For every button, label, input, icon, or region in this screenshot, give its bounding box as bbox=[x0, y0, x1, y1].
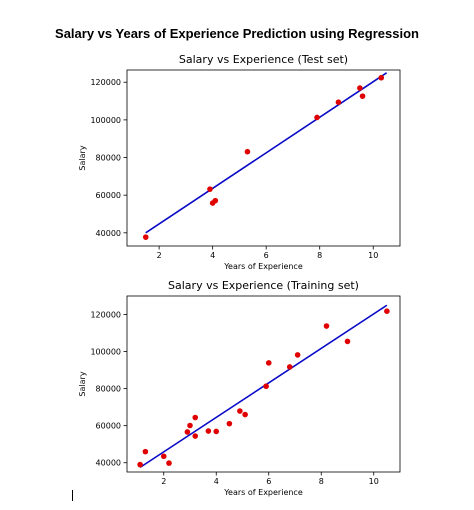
training-y-tick-label: 120000 bbox=[90, 311, 121, 320]
training-x-tick-label: 6 bbox=[266, 477, 271, 486]
training-x-tick-label: 4 bbox=[214, 477, 219, 486]
training-plot-frame bbox=[126, 295, 401, 473]
test-data-point bbox=[244, 148, 251, 155]
training-data-point bbox=[192, 433, 199, 439]
page-title: Salary vs Years of Experience Prediction… bbox=[55, 26, 419, 41]
test-data-point bbox=[359, 93, 366, 99]
training-set-chart: Salary vs Experience (Training set) 2 4 6 8 1… bbox=[78, 279, 401, 497]
training-data-point bbox=[384, 308, 390, 314]
training-y-tick-label: 100000 bbox=[90, 348, 121, 357]
test-y-tick-label: 60000 bbox=[96, 191, 121, 200]
test-data-point bbox=[335, 99, 342, 105]
test-x-tick-label: 2 bbox=[157, 251, 162, 260]
text-cursor bbox=[72, 490, 73, 501]
training-data-point bbox=[286, 364, 293, 370]
training-x-tick-label: 10 bbox=[369, 477, 379, 486]
training-data-point bbox=[142, 448, 149, 455]
training-y-axis-label: Salary bbox=[78, 371, 87, 396]
training-data-point bbox=[137, 461, 143, 468]
test-y-tick-label: 80000 bbox=[96, 154, 121, 163]
training-data-point bbox=[192, 414, 199, 421]
training-data-point bbox=[166, 460, 172, 466]
training-y-tick-label: 60000 bbox=[96, 422, 121, 431]
training-data-point bbox=[265, 360, 272, 366]
training-y-tick-label: 40000 bbox=[96, 459, 121, 468]
training-data-point bbox=[263, 383, 269, 390]
test-regression-line bbox=[145, 72, 388, 234]
training-data-point bbox=[160, 453, 167, 460]
training-x-tick-label: 8 bbox=[319, 477, 324, 486]
training-data-point bbox=[323, 323, 330, 329]
training-y-tick-label: 80000 bbox=[96, 385, 121, 394]
training-data-point bbox=[213, 428, 220, 435]
test-y-tick-label: 40000 bbox=[96, 229, 121, 238]
training-x-tick-label: 2 bbox=[161, 477, 166, 486]
training-data-point bbox=[237, 408, 243, 414]
training-data-point bbox=[205, 428, 212, 434]
training-data-point bbox=[344, 338, 351, 345]
test-x-tick-label: 6 bbox=[264, 251, 269, 260]
test-x-tick-label: 8 bbox=[317, 251, 322, 260]
test-data-point bbox=[357, 85, 363, 91]
test-chart-title: Salary vs Experience (Test set) bbox=[179, 53, 348, 66]
training-data-point bbox=[226, 420, 233, 427]
test-data-point bbox=[314, 114, 320, 121]
test-x-axis-label: Years of Experience bbox=[223, 262, 303, 271]
test-x-tick-label: 10 bbox=[368, 251, 378, 260]
training-data-point bbox=[184, 429, 191, 435]
test-y-tick-label: 100000 bbox=[90, 116, 121, 125]
training-data-point bbox=[242, 411, 248, 418]
training-x-axis-label: Years of Experience bbox=[223, 488, 303, 497]
test-data-point bbox=[142, 234, 149, 240]
test-data-point bbox=[207, 186, 213, 192]
training-data-point bbox=[187, 422, 193, 429]
test-data-point bbox=[212, 197, 219, 204]
training-data-point bbox=[294, 352, 301, 358]
training-chart-title: Salary vs Experience (Training set) bbox=[168, 279, 359, 292]
test-set-chart: Salary vs Experience (Test set) 2 4 6 8 10 400… bbox=[78, 53, 401, 271]
test-y-axis-label: Salary bbox=[78, 145, 87, 170]
test-plot-frame bbox=[126, 69, 401, 247]
test-x-tick-label: 4 bbox=[210, 251, 215, 260]
test-data-point bbox=[378, 74, 385, 81]
test-y-tick-label: 120000 bbox=[90, 78, 121, 87]
